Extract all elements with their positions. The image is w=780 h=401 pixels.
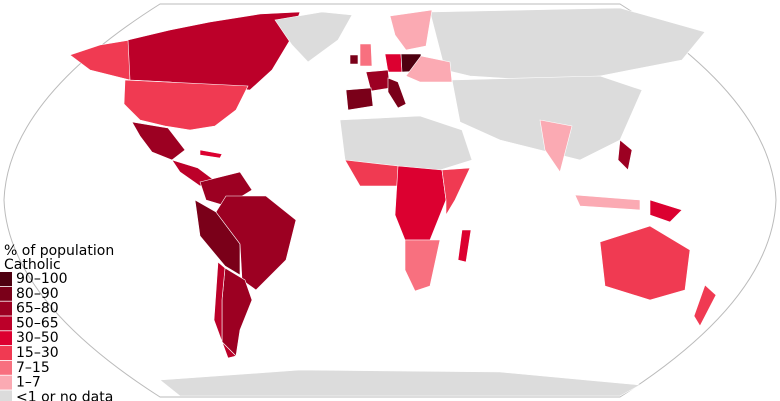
legend-swatch: [0, 346, 12, 360]
legend-swatch: [0, 360, 12, 375]
countries: [69, 7, 717, 397]
scandinavia: [389, 9, 433, 51]
greenland: [274, 11, 353, 63]
legend-title: % of population: [4, 243, 114, 259]
legend-swatch: [0, 301, 12, 316]
papua-new-guinea: [649, 199, 683, 223]
legend-label: 7–15: [16, 360, 50, 376]
east-africa: [441, 167, 471, 217]
legend-label: 90–100: [16, 271, 68, 287]
philippines: [617, 139, 633, 171]
legend-swatch: [0, 286, 12, 301]
legend-swatch: [0, 331, 12, 346]
legend-swatch: [0, 375, 12, 390]
legend-swatch: [0, 390, 12, 401]
legend-label: 30–50: [16, 330, 59, 346]
legend-label: 65–80: [16, 301, 59, 317]
usa: [123, 79, 249, 131]
eastern-europe: [405, 55, 453, 83]
brazil: [215, 195, 297, 291]
indonesia: [574, 194, 641, 211]
iberia: [345, 87, 374, 111]
australia: [599, 225, 691, 301]
germany: [384, 53, 403, 73]
legend-swatch: [0, 316, 12, 331]
legend-swatch: [0, 272, 12, 286]
new-zealand: [693, 284, 717, 327]
southern-africa: [404, 239, 441, 292]
uk: [359, 43, 373, 67]
asia: [451, 75, 643, 161]
legend: % of populationCatholic90–10080–9065–805…: [0, 243, 114, 401]
legend-label: 80–90: [16, 286, 59, 302]
legend-label: <1 or no data: [16, 389, 113, 401]
legend-label: 15–30: [16, 345, 59, 361]
india: [539, 119, 573, 173]
italy: [387, 77, 407, 109]
cuba: [199, 149, 223, 159]
chile: [213, 261, 237, 359]
antarctica: [159, 369, 642, 397]
madagascar: [457, 229, 472, 263]
ireland: [349, 54, 359, 65]
legend-label: 1–7: [16, 375, 41, 391]
legend-label: 50–65: [16, 315, 59, 331]
legend-title: Catholic: [4, 257, 61, 273]
